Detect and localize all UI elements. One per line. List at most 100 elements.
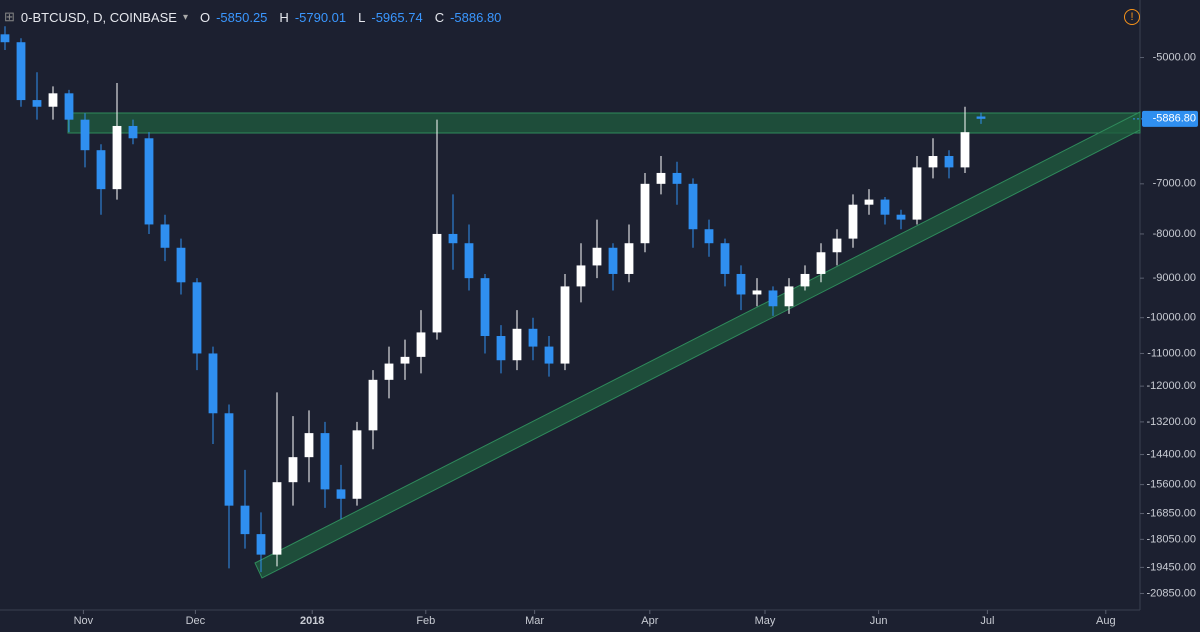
candle-body — [48, 93, 58, 107]
candle-body — [96, 150, 106, 190]
candle-body — [64, 93, 74, 120]
candle-body — [960, 132, 970, 168]
candle-body — [720, 243, 730, 274]
warning-icon[interactable]: ! — [1124, 9, 1140, 25]
candle-body — [848, 204, 858, 239]
candle-body — [912, 167, 922, 220]
x-tick-label: Dec — [186, 615, 206, 627]
y-axis-panel — [1140, 0, 1200, 632]
candle-body — [816, 252, 826, 274]
x-tick-label: Jul — [980, 615, 994, 627]
candle-body — [544, 346, 554, 364]
candle-body — [384, 363, 394, 380]
y-tick-label: -11000.00 — [1147, 347, 1196, 359]
y-tick-label: -16850.00 — [1146, 507, 1196, 519]
candle-body — [496, 336, 506, 361]
y-tick-label: -10000.00 — [1146, 312, 1196, 324]
candle-body — [112, 125, 122, 190]
field-value: -5886.80 — [450, 9, 502, 25]
candle-body — [480, 278, 490, 337]
y-tick-label: -7000.00 — [1153, 178, 1196, 190]
candle-body — [896, 214, 906, 220]
y-tick-label: -18050.00 — [1146, 533, 1196, 545]
field-key: C — [434, 9, 445, 25]
y-tick-label: -13200.00 — [1146, 416, 1196, 428]
candle-body — [448, 233, 458, 244]
candle-body — [16, 42, 26, 101]
x-tick-label: Nov — [74, 615, 94, 627]
candle-body — [416, 332, 426, 357]
candle-body — [576, 265, 586, 287]
candle-body — [256, 534, 266, 555]
candle-body — [208, 353, 218, 414]
candle-body — [432, 233, 442, 333]
field-key: H — [279, 9, 289, 25]
trendline-zone — [254, 111, 1141, 579]
candle-body — [464, 243, 474, 279]
x-tick-label: Feb — [416, 615, 435, 627]
candle-body — [976, 116, 986, 119]
resistance-zone — [67, 112, 1141, 134]
candle-body — [784, 286, 794, 307]
x-tick-label: Aug — [1096, 615, 1116, 627]
candle-body — [352, 430, 362, 499]
x-tick-label: May — [755, 615, 776, 627]
candle-body — [512, 328, 522, 361]
candle-body — [0, 34, 10, 43]
icon: ⊞ — [4, 9, 15, 24]
field-value: -5965.74 — [371, 9, 423, 25]
candle-body — [288, 457, 298, 483]
candles — [0, 26, 986, 573]
candle-body — [128, 125, 138, 139]
candle-body — [304, 433, 314, 458]
candle-body — [944, 156, 954, 168]
last-price-label: -5886.80 — [1153, 113, 1196, 125]
y-tick-label: -19450.00 — [1146, 561, 1196, 573]
candle-body — [624, 243, 634, 274]
candle-body — [160, 224, 170, 248]
candle-body — [32, 100, 42, 107]
x-tick-label: Apr — [641, 615, 658, 627]
candle-body — [688, 183, 698, 230]
candle-body — [592, 247, 602, 266]
candle-body — [368, 379, 378, 431]
field-value: -5850.25 — [216, 9, 268, 25]
candle-body — [928, 156, 938, 168]
last-price-tag — [1142, 110, 1198, 127]
field-key: O — [199, 9, 211, 25]
candle-body — [800, 273, 810, 287]
x-tick-label: 2018 — [300, 615, 324, 627]
candle-body — [400, 356, 410, 364]
candle-body — [528, 328, 538, 347]
candle-body — [832, 238, 842, 253]
candle-body — [336, 489, 346, 499]
candle-body — [736, 273, 746, 295]
y-tick-label: -5000.00 — [1153, 51, 1196, 63]
candle-body — [672, 172, 682, 184]
y-tick-label: -8000.00 — [1153, 228, 1196, 240]
candle-body — [224, 413, 234, 506]
x-tick-label: Jun — [870, 615, 888, 627]
dropdown[interactable]: ▾ — [182, 11, 188, 23]
field-value: -5790.01 — [294, 9, 347, 25]
candle-body — [608, 247, 618, 274]
y-tick-label: -12000.00 — [1146, 380, 1196, 392]
candle-body — [320, 433, 330, 490]
y-tick-label: -15600.00 — [1146, 479, 1196, 491]
header: ⊞ 0-BTCUSD, D, COINBASE ▾ O -5850.25 H -57… — [4, 9, 501, 25]
candle-body — [176, 247, 186, 283]
candle-body — [864, 199, 874, 205]
candle-body — [640, 183, 650, 244]
candle-body — [704, 229, 714, 244]
candle-body — [560, 286, 570, 364]
candle-body — [656, 172, 666, 184]
y-tick-label: -20850.00 — [1146, 587, 1196, 599]
candle-body — [752, 290, 762, 295]
field-key: L — [358, 9, 366, 25]
y-tick-label: -9000.00 — [1153, 272, 1196, 284]
candle-body — [192, 282, 202, 354]
x-tick-label: Mar — [525, 615, 544, 627]
candle-body — [272, 482, 282, 555]
